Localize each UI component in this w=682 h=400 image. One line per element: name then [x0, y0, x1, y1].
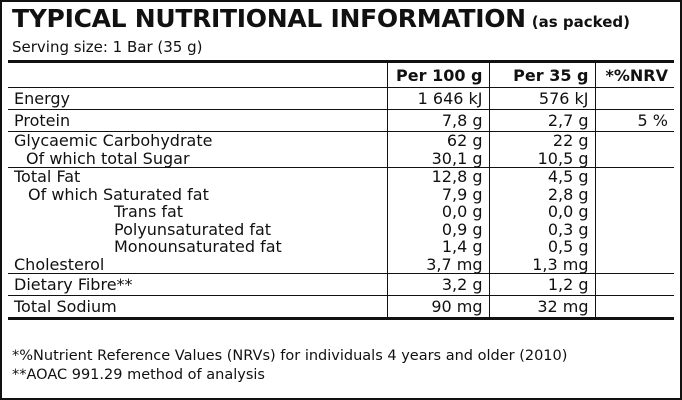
nutrient-value: 10,5 g	[537, 148, 589, 168]
nutrient-value	[602, 256, 669, 274]
nutrient-cell: Energy	[8, 87, 387, 110]
value-cell: 5 %	[594, 109, 674, 132]
value-cell	[594, 273, 674, 296]
nutrient-cell: Total Sodium	[8, 295, 387, 320]
title-note: (as packed)	[531, 13, 630, 31]
nutrient-cell: Glycaemic Carbohydrate Of which total Sug…	[8, 131, 387, 168]
nutrient-value: 22 g	[552, 131, 589, 150]
footnote: **AOAC 991.29 method of analysis	[12, 367, 265, 383]
row-group: Total Fat Of which Saturated fat Trans fat…	[8, 167, 674, 274]
row-group: Total Sodium 90 mg 32 mg	[8, 295, 674, 320]
nutrient-label: Trans fat	[114, 202, 184, 221]
nutrient-value: 1,3 mg	[532, 254, 589, 274]
value-cell	[594, 295, 674, 320]
value-cell: 62 g 30,1 g	[386, 131, 489, 168]
value-cell: 7,8 g	[386, 109, 489, 132]
nutrient-value: 0,0 g	[547, 202, 589, 221]
nutrient-label: Of which Saturated fat	[28, 184, 209, 204]
value-cell	[594, 167, 674, 274]
title: TYPICAL NUTRITIONAL INFORMATION	[12, 4, 526, 33]
nutrient-label: Monounsaturated fat	[114, 237, 282, 256]
nutrient-value	[602, 90, 669, 108]
nutrient-value	[602, 186, 669, 204]
title-block: TYPICAL NUTRITIONAL INFORMATION (as packe…	[12, 4, 630, 33]
value-cell: 32 mg	[488, 295, 595, 320]
nutrient-value	[602, 132, 669, 150]
header-cell	[8, 60, 387, 88]
nutrient-value: 0,3 g	[547, 219, 589, 239]
nutrient-value: 32 mg	[537, 297, 589, 316]
nutrient-label: Polyunsaturated fat	[114, 219, 272, 239]
nutrient-value: 0,5 g	[547, 237, 589, 256]
nutrient-label: Cholesterol	[14, 254, 105, 274]
value-cell: 3,2 g	[386, 273, 489, 296]
nutrient-value	[602, 298, 669, 316]
column-header: Per 100 g	[386, 60, 489, 88]
value-cell: 2,7 g	[488, 109, 595, 132]
nutrient-label: Dietary Fibre**	[14, 275, 133, 294]
nutrition-table: Per 100 g Per 35 g *%NRV Energy 1 646 kJ 576…	[8, 60, 674, 320]
nutrient-value: 1,4 g	[441, 237, 483, 256]
value-cell: 4,5 g 2,8 g 0,0 g 0,3 g 0,5 g 1,3 mg	[488, 167, 595, 274]
nutrient-value: 3,7 mg	[426, 254, 483, 274]
nutrient-label: Total Fat	[14, 167, 81, 186]
nutrient-value: 1 646 kJ	[417, 89, 483, 108]
column-header: Per 35 g	[488, 60, 595, 88]
nutrient-cell: Dietary Fibre**	[8, 273, 387, 296]
column-header: *%NRV	[594, 60, 674, 88]
nutrient-value: 4,5 g	[547, 167, 589, 186]
row-group: Dietary Fibre** 3,2 g 1,2 g	[8, 273, 674, 296]
nutrient-label: Energy	[14, 89, 71, 108]
nutrient-value	[602, 221, 669, 239]
nutrient-value	[602, 238, 669, 256]
nutrient-label: Total Sodium	[14, 297, 117, 316]
nutrient-cell: Total Fat Of which Saturated fat Trans fat…	[8, 167, 387, 274]
value-cell: 90 mg	[386, 295, 489, 320]
nutrient-value	[602, 150, 669, 168]
nutrient-value: 7,9 g	[441, 184, 483, 204]
value-cell: 22 g 10,5 g	[488, 131, 595, 168]
nutrient-value: 30,1 g	[431, 148, 483, 168]
footnotes: *%Nutrient Reference Values (NRVs) for i…	[12, 347, 567, 385]
value-cell: 576 kJ	[488, 87, 595, 110]
nutrient-value: 90 mg	[431, 297, 483, 316]
nutrient-value	[602, 276, 669, 294]
nutrient-value: 1,2 g	[547, 275, 589, 294]
value-cell	[594, 131, 674, 168]
nutrient-label: Glycaemic Carbohydrate	[14, 131, 213, 150]
nutrient-value: 5 %	[637, 111, 668, 130]
nutrient-value	[602, 168, 669, 186]
nutrient-label: Of which total Sugar	[26, 148, 190, 168]
nutrient-value: 3,2 g	[441, 275, 483, 294]
value-cell: 1,2 g	[488, 273, 595, 296]
header-row: Per 100 g Per 35 g *%NRV	[8, 60, 674, 88]
row-group: Glycaemic Carbohydrate Of which total Sug…	[8, 131, 674, 168]
nutrient-value	[602, 203, 669, 221]
serving-size: Serving size: 1 Bar (35 g)	[12, 38, 203, 56]
value-cell: 12,8 g 7,9 g 0,0 g 0,9 g 1,4 g 3,7 mg	[386, 167, 489, 274]
nutrient-value: 2,7 g	[547, 111, 589, 130]
value-cell	[594, 87, 674, 110]
nutrient-value: 0,9 g	[441, 219, 483, 239]
row-group: Energy 1 646 kJ 576 kJ	[8, 87, 674, 110]
nutrient-cell: Protein	[8, 109, 387, 132]
row-group: Protein 7,8 g 2,7 g 5 %	[8, 109, 674, 132]
nutrient-value: 0,0 g	[441, 202, 483, 221]
nutrient-label: Protein	[14, 111, 71, 130]
value-cell: 1 646 kJ	[386, 87, 489, 110]
nutrient-value: 12,8 g	[431, 167, 483, 186]
nutrient-value: 7,8 g	[441, 111, 483, 130]
nutrient-value: 576 kJ	[538, 89, 589, 108]
footnote: *%Nutrient Reference Values (NRVs) for i…	[12, 348, 568, 364]
nutrient-value: 2,8 g	[547, 184, 589, 204]
nutrient-value: 62 g	[446, 131, 483, 150]
